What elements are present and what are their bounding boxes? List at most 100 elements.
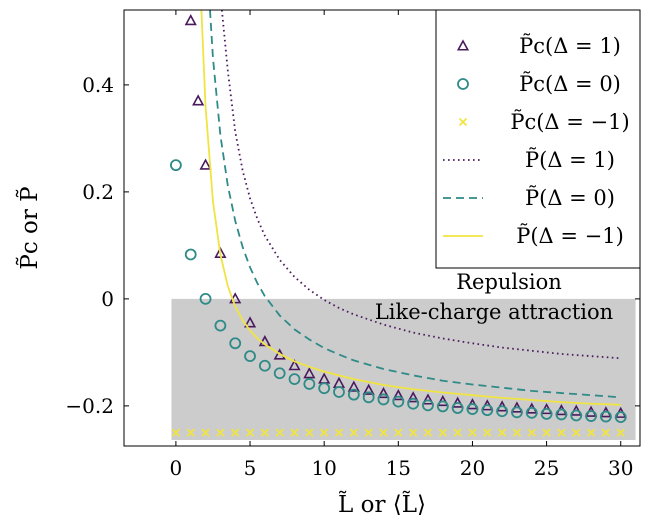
data-point	[481, 404, 494, 417]
data-point	[184, 248, 197, 261]
data-point-stroke-b	[512, 428, 522, 437]
data-point-stroke-b	[601, 428, 611, 437]
data-point-stroke-b	[527, 428, 536, 437]
data-point-stroke-b	[305, 428, 314, 437]
data-point	[466, 403, 479, 415]
data-point	[333, 386, 345, 398]
legend-marker	[456, 39, 470, 51]
legend-box	[435, 9, 641, 269]
y-axis-label: P̃c or P̃	[17, 186, 43, 269]
data-point	[243, 316, 257, 328]
data-point	[199, 292, 212, 305]
data-point-stroke-b	[364, 428, 373, 437]
legend-label: P̃c(Δ = 1)	[519, 34, 621, 58]
data-point	[570, 409, 583, 422]
data-point	[186, 428, 195, 437]
data-point	[362, 391, 375, 404]
data-point-stroke-b	[557, 428, 566, 437]
data-point-stroke-b	[438, 428, 447, 437]
data-point-stroke-b	[216, 428, 225, 437]
data-point	[169, 159, 182, 172]
y-tick-label: −0.2	[65, 394, 114, 418]
series-line	[209, 10, 621, 399]
legend-entry: P̃c(Δ = 0)	[457, 72, 621, 96]
data-point	[438, 428, 447, 437]
legend-entry: P̃(Δ = −1)	[443, 224, 624, 248]
data-point	[525, 406, 538, 419]
data-point-stroke-b	[171, 428, 181, 437]
x-tick-label: 5	[244, 456, 257, 480]
data-point	[244, 350, 256, 363]
data-point	[171, 428, 181, 437]
data-point-stroke-b	[260, 428, 269, 437]
data-point-stroke-b	[572, 428, 581, 437]
data-point-stroke-b	[275, 428, 284, 437]
data-point	[362, 383, 375, 395]
series-1	[169, 159, 627, 424]
data-point	[216, 428, 225, 437]
data-point	[364, 428, 373, 437]
data-point	[407, 391, 420, 403]
series-3	[220, 10, 621, 360]
data-point	[540, 408, 553, 420]
data-point	[453, 428, 462, 437]
data-point	[347, 388, 360, 401]
data-point-stroke-b	[453, 428, 462, 437]
legend: P̃c(Δ = 1) P̃c(Δ = 0) P̃c(Δ = −1) P̃(Δ = 1)…	[435, 9, 641, 269]
data-point	[614, 411, 627, 424]
legend-entry: P̃c(Δ = 1)	[456, 34, 621, 58]
data-point	[290, 428, 299, 437]
x-tick-label: 20	[460, 456, 485, 480]
data-point	[245, 428, 255, 437]
data-point	[468, 428, 477, 437]
data-point-stroke-b	[379, 428, 388, 437]
data-point	[288, 373, 301, 386]
data-point	[303, 367, 316, 379]
data-point-stroke-b	[409, 428, 418, 437]
data-point-stroke-b	[245, 428, 255, 437]
legend-label: P̃(Δ = 1)	[525, 148, 615, 172]
series-line	[220, 10, 621, 360]
series-4	[209, 10, 621, 399]
data-point	[616, 428, 625, 437]
legend-entry: P̃(Δ = 0)	[443, 186, 615, 210]
legend-label: P̃(Δ = 0)	[525, 186, 615, 210]
data-point-stroke-b	[394, 428, 403, 437]
data-point	[585, 410, 597, 422]
data-point-stroke-b	[586, 428, 596, 437]
data-point	[407, 397, 420, 410]
series-layer	[169, 10, 627, 437]
x-tick-label: 0	[170, 456, 183, 480]
data-point	[409, 428, 418, 437]
data-point	[229, 337, 242, 350]
series-line	[200, 10, 621, 406]
data-point	[349, 428, 358, 437]
y-tick-label: 0	[101, 287, 114, 311]
data-point	[496, 405, 509, 418]
data-point	[347, 380, 360, 392]
data-point	[512, 428, 522, 437]
data-point-stroke-b	[483, 428, 492, 437]
data-point	[422, 399, 434, 412]
legend-entry: P̃c(Δ = −1)	[458, 110, 630, 134]
data-point	[214, 319, 227, 332]
data-point	[303, 378, 316, 390]
data-point	[258, 359, 271, 372]
data-point	[436, 394, 449, 407]
annotation-layer: Repulsion Like-charge attraction	[375, 270, 613, 324]
legend-marker-stroke-b	[458, 117, 468, 127]
data-point	[423, 428, 433, 437]
annotation-repulsion: Repulsion	[456, 270, 562, 294]
data-point	[451, 402, 464, 414]
data-point	[318, 382, 331, 395]
data-point	[497, 428, 507, 437]
data-point	[273, 367, 286, 380]
data-point	[377, 386, 390, 399]
data-point	[394, 428, 403, 437]
data-point-stroke-b	[334, 428, 344, 437]
data-point	[260, 428, 269, 437]
data-point	[199, 158, 212, 170]
data-point	[184, 14, 197, 26]
data-point	[572, 428, 581, 437]
